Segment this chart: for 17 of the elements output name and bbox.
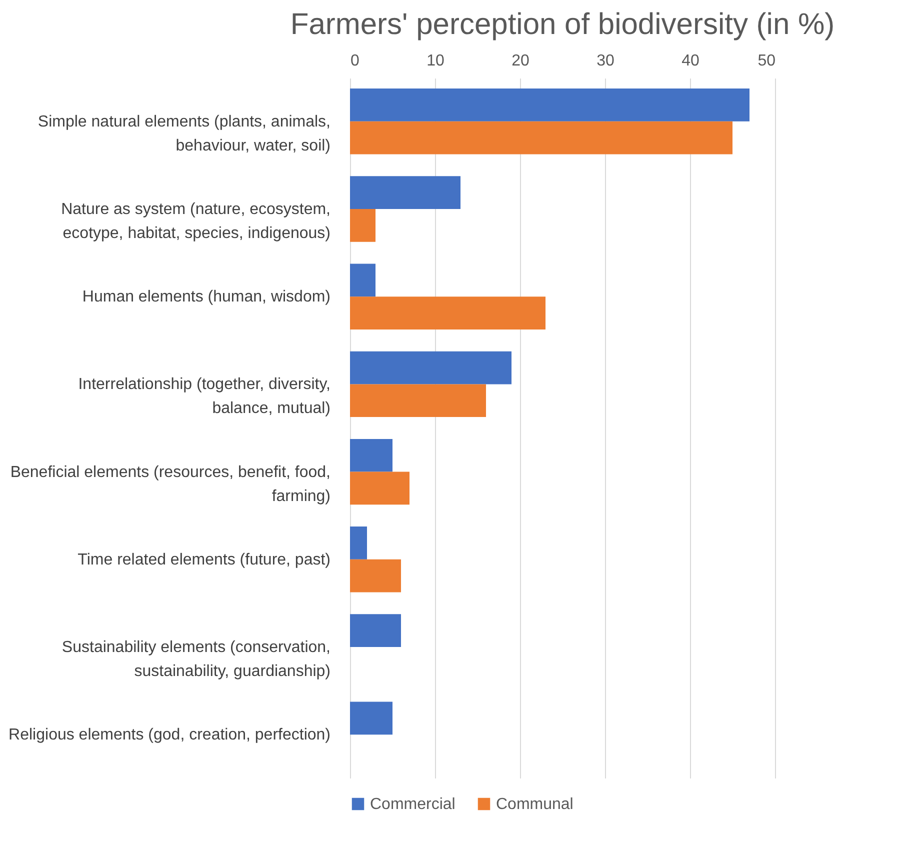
y-tick-label: Beneficial elements (resources, benefit, food, farming) <box>10 464 330 505</box>
legend-label: Commercial <box>370 796 456 813</box>
x-tick-label: 0 <box>350 52 360 70</box>
y-tick-label: Nature as system (nature, ecosystem, ecotype, habitat, species, indigenous) <box>61 200 330 242</box>
x-tick-label: 30 <box>596 52 614 70</box>
x-tick-label: 10 <box>426 52 444 70</box>
legend-label: Communal <box>496 796 574 813</box>
chart-title: Farmers' perception of biodiversity (in %) <box>290 8 835 41</box>
x-tick-label: 50 <box>758 52 776 70</box>
y-tick-label: Time related elements (future, past) <box>78 551 330 568</box>
y-tick-label: Religious elements (god, creation, perfection) <box>8 726 330 744</box>
y-tick-label: Human elements (human, wisdom) <box>82 288 330 306</box>
y-tick-label: Simple natural elements (plants, animals, behaviour, water, soil) <box>38 113 330 154</box>
y-tick-label: Interrelationship (together, diversity, balance, mutual) <box>78 376 330 418</box>
x-tick-label: 40 <box>682 52 700 70</box>
y-tick-label: Sustainability elements (conservation, sustainability, guardianship) <box>62 639 330 680</box>
x-tick-label: 20 <box>512 52 530 70</box>
